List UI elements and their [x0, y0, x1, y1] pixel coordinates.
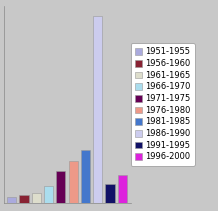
Bar: [93, 16, 102, 203]
Bar: [118, 174, 127, 203]
Bar: [7, 197, 16, 203]
Bar: [56, 171, 65, 203]
Bar: [32, 193, 41, 203]
Bar: [81, 150, 90, 203]
Legend: 1951-1955, 1956-1960, 1961-1965, 1966-1970, 1971-1975, 1976-1980, 1981-1985, 198: 1951-1955, 1956-1960, 1961-1965, 1966-19…: [131, 43, 195, 166]
Bar: [68, 161, 78, 203]
Bar: [19, 195, 29, 203]
Bar: [105, 184, 114, 203]
Bar: [44, 186, 53, 203]
